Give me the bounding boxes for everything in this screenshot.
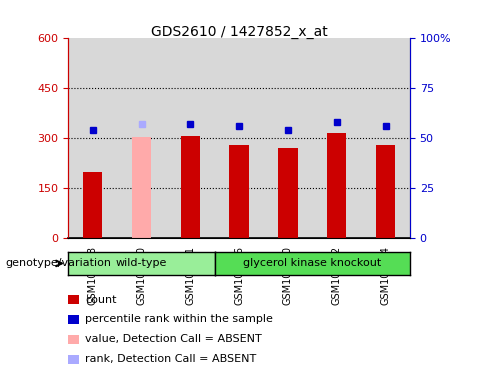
Bar [132, 137, 151, 238]
Bar [166, 38, 215, 238]
Text: wild-type: wild-type [116, 258, 167, 268]
Bar [361, 38, 410, 238]
Bar [312, 38, 361, 238]
Text: genotype/variation: genotype/variation [5, 258, 111, 268]
Text: rank, Detection Call = ABSENT: rank, Detection Call = ABSENT [85, 354, 257, 364]
Bar [376, 145, 395, 238]
Bar [229, 145, 249, 238]
Text: GDS2610 / 1427852_x_at: GDS2610 / 1427852_x_at [151, 25, 327, 39]
Text: count: count [85, 295, 117, 305]
Bar [215, 38, 264, 238]
Bar [68, 38, 117, 238]
Bar [181, 136, 200, 238]
Bar [117, 38, 166, 238]
Bar [327, 133, 346, 238]
Bar [278, 147, 298, 238]
Text: glycerol kinase knockout: glycerol kinase knockout [243, 258, 382, 268]
Bar [264, 38, 312, 238]
Text: percentile rank within the sample: percentile rank within the sample [85, 314, 273, 324]
Text: value, Detection Call = ABSENT: value, Detection Call = ABSENT [85, 334, 262, 344]
Bar [83, 172, 102, 238]
